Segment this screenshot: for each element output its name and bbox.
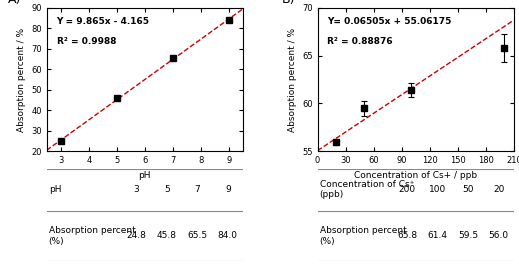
Text: 65.8: 65.8 xyxy=(397,232,417,241)
Text: Y= 0.06505x + 55.06175: Y= 0.06505x + 55.06175 xyxy=(327,17,452,26)
Text: 20: 20 xyxy=(493,185,504,194)
Text: 61.4: 61.4 xyxy=(428,232,448,241)
Text: Absorption percent
(%): Absorption percent (%) xyxy=(49,226,135,246)
Text: 84.0: 84.0 xyxy=(218,232,238,241)
Y-axis label: Absorption percent / %: Absorption percent / % xyxy=(17,27,25,132)
Text: 7: 7 xyxy=(195,185,200,194)
X-axis label: pH: pH xyxy=(139,171,151,180)
Text: 59.5: 59.5 xyxy=(458,232,478,241)
Text: 3: 3 xyxy=(133,185,140,194)
Text: 24.8: 24.8 xyxy=(127,232,146,241)
Text: Absorption percent
(%): Absorption percent (%) xyxy=(320,226,406,246)
Text: R² = 0.9988: R² = 0.9988 xyxy=(57,37,116,46)
Text: 100: 100 xyxy=(429,185,446,194)
Text: 56.0: 56.0 xyxy=(488,232,509,241)
Text: B): B) xyxy=(282,0,296,7)
Text: A): A) xyxy=(7,0,21,7)
Text: 5: 5 xyxy=(164,185,170,194)
Text: Y = 9.865x - 4.165: Y = 9.865x - 4.165 xyxy=(57,17,149,26)
Text: 45.8: 45.8 xyxy=(157,232,177,241)
Y-axis label: Absorption percent / %: Absorption percent / % xyxy=(288,27,296,132)
Text: 50: 50 xyxy=(462,185,474,194)
X-axis label: Concentration of Cs+ / ppb: Concentration of Cs+ / ppb xyxy=(354,171,477,180)
Text: 65.5: 65.5 xyxy=(187,232,208,241)
Text: 200: 200 xyxy=(399,185,416,194)
Text: 9: 9 xyxy=(225,185,230,194)
Text: R² = 0.88876: R² = 0.88876 xyxy=(327,37,393,46)
Text: pH: pH xyxy=(49,185,61,194)
Text: Concentration of Cs⁺
(ppb): Concentration of Cs⁺ (ppb) xyxy=(320,180,414,199)
